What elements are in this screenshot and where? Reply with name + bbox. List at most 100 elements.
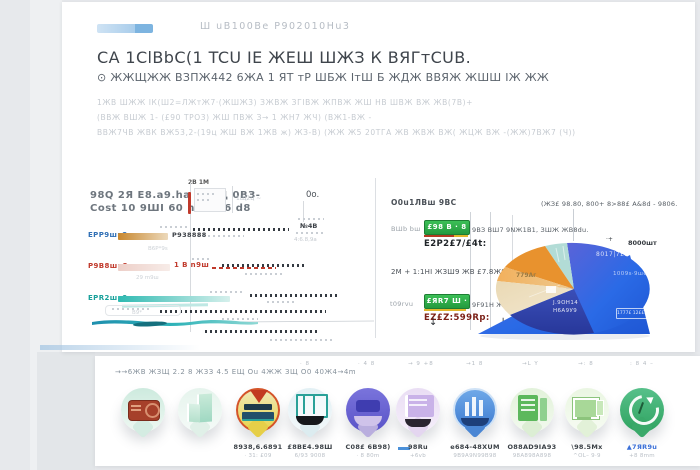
dots-r1-sub	[245, 273, 283, 275]
icon-marker-8: →L Y	[522, 361, 539, 367]
panel-divider	[375, 178, 376, 338]
middle-mid-text: 2М + 1:1НI ЖЗШ9 ЖВ £7.8Ж9rbL, £u0.9In.	[391, 268, 553, 276]
pie-inner-label-1: 8017|7£Н	[596, 251, 630, 258]
bar-label-0: ЕРР9шв8	[88, 231, 128, 239]
chart-title-line2: Cost 10 9ШI 60 n£7% 6 d8	[90, 203, 251, 214]
icon-marker-3: · 8	[300, 361, 310, 367]
glass-building-icon	[178, 388, 222, 440]
below-card-strip	[37, 352, 95, 470]
bar-value-0: Р938888	[172, 231, 207, 239]
footer-caption: →→6ЖВ ЖЗЩ 2.2 8 ЖЗЗ 4.5 ЕЩ Оu 4ЖЖ ЗЩ О0 …	[115, 368, 357, 376]
dots-r0	[193, 228, 289, 231]
bar-chart-icon	[453, 388, 497, 440]
dots-r1	[222, 264, 306, 267]
pill-dashes	[112, 308, 152, 310]
icon-marker-9: →: 8	[578, 361, 594, 367]
pie-boxed-label: 1777£ 12££56	[616, 308, 650, 319]
chart-title-line1: 98Q 2Я Е8.а9.hа 2ШЩ 0ВЗ-	[90, 190, 261, 201]
pie-center-line-2: Н6А9У9	[553, 308, 578, 314]
bar-sub-2: В9*	[132, 310, 143, 316]
pill-outline	[105, 305, 181, 316]
icon-label-5-line2: · 8 80m	[356, 453, 380, 459]
header-badge	[97, 24, 153, 33]
icon-label-4: £8ВЕ4.98Ш 6/93 9008	[275, 443, 345, 459]
middle-item-1-badge: £ЯR7 Ш · Ф	[424, 294, 470, 317]
dots-r0-pre	[160, 226, 190, 228]
train-icon	[346, 388, 390, 440]
sketch-axis-line	[190, 183, 191, 332]
pie-label-callout	[573, 209, 574, 241]
bar-sub-0: В6Р*9s	[148, 246, 168, 252]
dots-r2-sub	[267, 301, 297, 303]
icon-label-3-line2: · 31: £09	[244, 453, 272, 459]
building-box-icon	[396, 388, 440, 440]
dots-r2	[250, 294, 338, 297]
icon-label-9-line2: ^OL– 9·9	[573, 453, 601, 459]
bar-sub-1: 29 m9ш	[136, 275, 159, 281]
dots-r1-pre	[192, 258, 210, 260]
icon-label-3-line1: 8938,6.6891	[233, 443, 283, 451]
pie-outside-value: 8000шт	[628, 239, 657, 247]
card-bottom-blue-strip	[40, 345, 200, 350]
sketch-red-tick	[188, 192, 191, 214]
pie-top-label: (ЖЗ£ 98.80, 800+ 8>88£ А&8d - 9806.	[541, 200, 678, 208]
icon-label-6-line2: +6vb	[409, 453, 427, 459]
icon-label-3: 8938,6.6891 · 31: £09	[223, 443, 293, 459]
middle-item-0-underline-red	[424, 235, 454, 237]
icon-marker-4: · 4 8	[358, 361, 376, 367]
middle-item-0-text: 9ВЗ ВШ7 9NЖ1В1, ЗШЖ ЖВ8du.	[472, 226, 589, 234]
callout-vline-2	[490, 212, 491, 330]
middle-item-0-underline-yellow	[454, 235, 468, 237]
bar-label-2: ЕРR2шв9	[88, 294, 128, 302]
page-subtitle: ⊙ ЖЖЩЖЖ ВЗПЖ442 6ЖА 1 ЯТ тР ШБЖ IтШ Б ЖД…	[97, 71, 550, 84]
chart-note-mid: №4B	[300, 222, 318, 230]
icon-label-5: С08£ 6В98) · 8 80m	[333, 443, 403, 459]
bar-1	[118, 264, 170, 271]
middle-item-1-bold: ЕZ£Z:599Rp:	[424, 313, 490, 323]
dots-r2-pre	[210, 291, 242, 293]
sketch-line-b	[197, 199, 211, 201]
icon-marker-7: →1 8	[466, 361, 484, 367]
bar-2	[118, 296, 230, 302]
chart-note-top: 0o.	[306, 190, 320, 200]
bar-1-dashline	[212, 267, 276, 269]
icon-label-4-line2: 6/93 9008	[294, 453, 326, 459]
page-title: CA 1ClBbC(1 TCU IE ЖЕШ ШЖЗ К ВЯГтCUB.	[97, 48, 472, 67]
sketch-line-a	[197, 193, 217, 195]
middle-item-0-bold: Е2Р2£7/£4t:	[424, 239, 487, 249]
paragraph-line-1: 1ЖВ ШЖЖ IК(Ш2=ЛЖтЖ7·(ЖШЖ3) ЗЖВЖ ЗГIВЖ ЖП…	[97, 98, 473, 107]
middle-item-1-underline-yellow	[424, 309, 466, 311]
icon-label-8-line1: О88АD9IА93	[507, 443, 557, 451]
dots-r4	[205, 330, 319, 333]
bar-value-1: 1 В n9ш	[174, 261, 210, 269]
icon-label-7-line1: e684-48XUM	[450, 443, 500, 451]
icon-marker-10: : 8 4 –	[630, 361, 654, 367]
header-code: Ш uB100Be P902010Hu3	[200, 21, 351, 32]
middle-title: О0u1ЛВш 9ВС	[391, 198, 457, 207]
chart-note-callout	[303, 201, 304, 222]
icon-label-5-line1: С08£ 6В98)	[345, 443, 391, 451]
pie-inner-label-2: 1009s·9шееН1	[613, 271, 660, 277]
middle-item-1-label: t09rvu	[390, 300, 414, 308]
dots-r0-sub	[198, 235, 244, 237]
sketch-side-label: 1Щ2ц ~	[236, 195, 262, 202]
icon-label-6: 98Ru +6vb	[383, 443, 453, 459]
dots-r3-sub	[222, 318, 258, 320]
icon-label-10-line1: ▲7ЯR9u	[626, 443, 658, 451]
bar-0	[118, 233, 168, 240]
window-icon	[565, 388, 609, 440]
icon-label-6-line1: 98Ru	[408, 443, 428, 451]
icon-label-7: e684-48XUM 9В9А9N99В98	[440, 443, 510, 459]
icon-marker-6: → 9 +8	[408, 361, 434, 367]
radio-speaker-icon	[121, 388, 165, 440]
dots-r4-sub	[270, 339, 332, 341]
sketch-top-label: 2B 1M	[188, 179, 209, 186]
icon-label-6-dash	[398, 447, 410, 450]
icon-label-8-line2: 98А898А898	[512, 453, 552, 459]
icon-label-10: ▲7ЯR9u +8 8mm	[607, 443, 677, 459]
pie-outside-mark: ·+	[606, 236, 613, 243]
bar-label-1: Р9В8шв8	[88, 262, 128, 270]
recycle-icon	[620, 388, 665, 440]
swoosh-wave	[92, 320, 375, 327]
